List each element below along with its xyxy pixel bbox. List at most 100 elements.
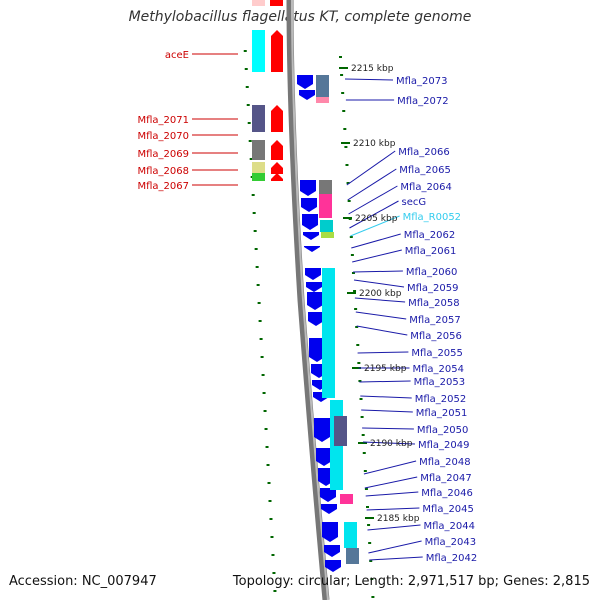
tick-mark bbox=[370, 578, 374, 580]
tick-mark bbox=[249, 158, 253, 160]
tick-mark bbox=[268, 500, 272, 502]
gene-label-right: Mfla_2052 bbox=[415, 394, 467, 405]
label-leader bbox=[347, 168, 397, 201]
gene-label-right: Mfla_2057 bbox=[409, 315, 461, 326]
tick-mark bbox=[269, 518, 273, 520]
gene-label-right: Mfla_2050 bbox=[417, 425, 469, 436]
accession-text: Accession: NC_007947 bbox=[9, 574, 157, 589]
label-leader bbox=[362, 441, 416, 445]
forward-cds-arrow bbox=[271, 162, 283, 174]
tick-mark bbox=[357, 362, 361, 364]
tick-mark bbox=[345, 164, 349, 166]
tick-mark bbox=[371, 596, 375, 598]
tick-mark bbox=[350, 254, 354, 256]
tick-mark bbox=[256, 284, 260, 286]
reverse-cds-arrow bbox=[299, 90, 315, 100]
reverse-cds-arrow bbox=[297, 75, 313, 89]
gene-block bbox=[344, 522, 357, 548]
reverse-cds-arrow bbox=[325, 560, 341, 572]
tick-marks bbox=[243, 50, 375, 598]
gene-block bbox=[320, 220, 333, 232]
gene-label-right: Mfla_2059 bbox=[407, 283, 459, 294]
reverse-cds-arrow bbox=[308, 312, 324, 326]
scale-label: 2200 kbp bbox=[359, 289, 402, 299]
tick-mark bbox=[361, 434, 365, 436]
scale-label: 2205 kbp bbox=[355, 214, 398, 224]
label-leader bbox=[363, 460, 417, 475]
tick-mark bbox=[251, 194, 255, 196]
gene-label-right: Mfla_2049 bbox=[418, 440, 470, 451]
genome-backbone-highlight bbox=[291, 0, 329, 600]
tick-mark bbox=[341, 92, 345, 94]
gene-block bbox=[252, 105, 265, 132]
scale-label: 2210 kbp bbox=[353, 139, 396, 149]
reverse-cds-arrow bbox=[314, 418, 330, 442]
tick-mark bbox=[346, 182, 350, 184]
tick-mark bbox=[258, 320, 262, 322]
gene-label-left: Mfla_2069 bbox=[137, 149, 189, 160]
tick-mark bbox=[369, 560, 373, 562]
tick-mark bbox=[343, 128, 347, 130]
reverse-cds-arrow bbox=[316, 448, 332, 466]
reverse-cds-arrow bbox=[321, 504, 337, 514]
tick-mark bbox=[246, 104, 250, 106]
gene-label-right: Mfla_2065 bbox=[399, 165, 451, 176]
reverse-cds-arrow bbox=[301, 198, 317, 212]
gene-label-right: Mfla_2044 bbox=[424, 521, 476, 532]
gene-block bbox=[322, 268, 335, 398]
label-leader bbox=[355, 311, 407, 320]
tick-mark bbox=[362, 452, 366, 454]
tick-mark bbox=[359, 398, 363, 400]
label-leader bbox=[362, 427, 414, 430]
tick-mark bbox=[363, 470, 367, 472]
tick-mark bbox=[245, 86, 249, 88]
gene-label-right: Mfla_2064 bbox=[400, 182, 452, 193]
tick-mark bbox=[243, 50, 247, 52]
tick-mark bbox=[351, 272, 355, 274]
gene-label-right: Mfla_2043 bbox=[425, 537, 477, 548]
tick-mark bbox=[366, 506, 369, 508]
label-leader bbox=[353, 270, 403, 273]
label-leaders bbox=[192, 53, 423, 561]
genome-backbone bbox=[286, 0, 330, 600]
tick-mark bbox=[267, 482, 271, 484]
topology-text: Topology: circular; Length: 2,971,517 bp… bbox=[232, 574, 590, 589]
reverse-cds-arrow bbox=[322, 522, 338, 542]
reverse-cds-arrow bbox=[305, 268, 321, 280]
reverse-cds-arrow bbox=[300, 180, 316, 196]
tick-mark bbox=[367, 524, 371, 526]
gene-block bbox=[252, 162, 265, 174]
reverse-cds-arrow bbox=[303, 232, 319, 240]
label-leader bbox=[368, 540, 422, 554]
label-leader bbox=[353, 279, 405, 288]
label-leader bbox=[360, 395, 412, 399]
gene-label-right: Mfla_2066 bbox=[398, 147, 450, 158]
gene-label-right: Mfla_2046 bbox=[421, 488, 473, 499]
gene-block bbox=[346, 548, 359, 564]
tick-mark bbox=[261, 374, 265, 376]
gene-label-right: Mfla_2051 bbox=[416, 408, 468, 419]
tick-mark bbox=[364, 488, 368, 490]
tick-mark bbox=[355, 326, 359, 328]
gene-label-left: Mfla_2070 bbox=[137, 131, 189, 142]
gene-block bbox=[252, 173, 265, 181]
label-leader bbox=[361, 409, 413, 413]
tick-mark bbox=[260, 356, 264, 358]
gene-label-right: Mfla_2060 bbox=[406, 267, 458, 278]
tick-mark bbox=[272, 572, 276, 574]
tick-mark bbox=[360, 416, 364, 418]
gene-label-left: Mfla_2068 bbox=[137, 166, 189, 177]
feature-track bbox=[252, 0, 359, 572]
tick-mark bbox=[244, 68, 248, 70]
tick-mark bbox=[259, 338, 263, 340]
gene-label-left: Mfla_2071 bbox=[137, 115, 189, 126]
label-leader bbox=[350, 215, 400, 237]
tick-mark bbox=[349, 236, 353, 238]
gene-label-right: secG bbox=[402, 197, 427, 208]
gene-label-right: Mfla_2058 bbox=[408, 298, 460, 309]
label-leader bbox=[349, 200, 399, 229]
gene-label-right: Mfla_2042 bbox=[426, 553, 478, 564]
tick-mark bbox=[262, 392, 266, 394]
